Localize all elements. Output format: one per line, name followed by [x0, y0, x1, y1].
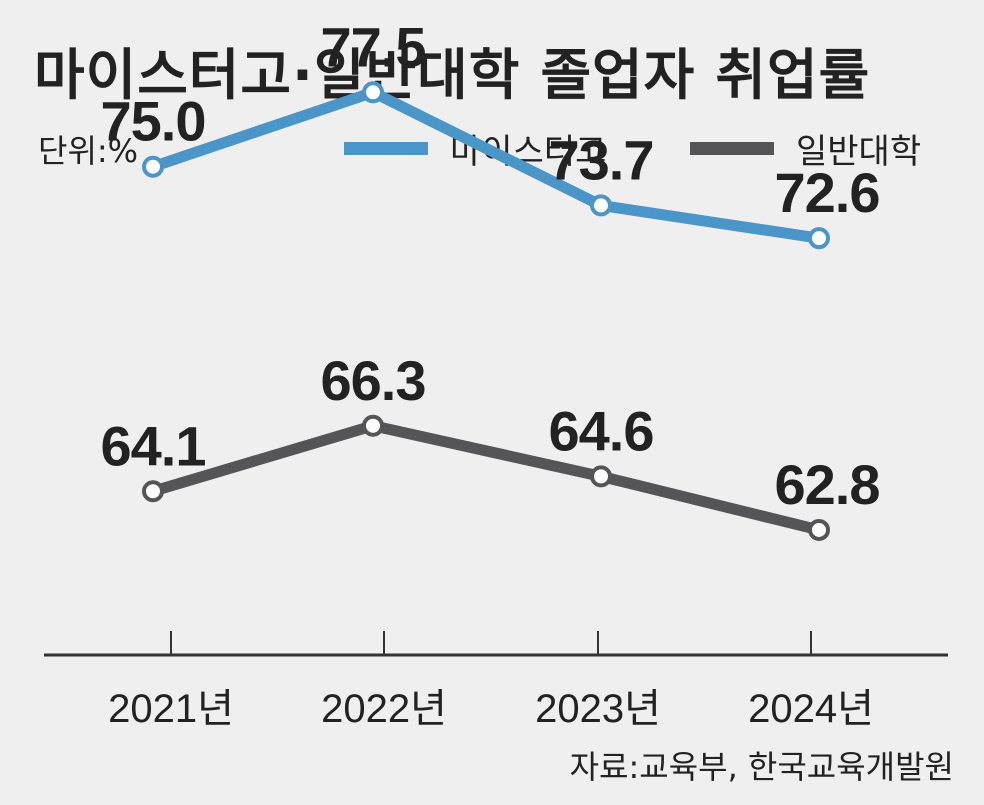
data-point: [590, 465, 612, 488]
data-label: 66.3: [321, 349, 426, 412]
legend-label-university: 일반대학: [796, 132, 922, 172]
x-tick-label: 2024년: [748, 687, 874, 731]
data-label: 72.6: [775, 161, 880, 224]
series-line-0: [147, 86, 825, 244]
data-point: [808, 518, 830, 541]
data-label: 62.8: [775, 453, 880, 516]
legend-swatch-meister: [344, 142, 428, 155]
data-point: [362, 414, 384, 437]
unit-label: 단위:%: [38, 132, 139, 170]
data-label: 64.6: [549, 399, 654, 462]
data-label: 77.5: [321, 15, 426, 78]
data-label: 75.0: [101, 90, 206, 153]
data-point: [362, 81, 384, 104]
x-tick-label: 2022년: [321, 687, 447, 731]
source-note: 자료:교육부, 한국교육개발원: [569, 748, 954, 786]
legend-item-university: 일반대학: [690, 124, 921, 173]
data-point: [142, 480, 164, 503]
series-line-1: [147, 420, 825, 536]
data-point: [590, 194, 612, 217]
data-label: 64.1: [101, 414, 206, 477]
x-tick-label: 2023년: [535, 687, 661, 731]
data-point: [142, 155, 164, 178]
x-tick-label: 2021년: [108, 687, 234, 731]
data-point: [808, 227, 830, 250]
chart-title: 마이스터고·일반대학 졸업자 취업률: [34, 43, 871, 107]
legend-swatch-university: [690, 142, 774, 155]
data-label: 73.7: [549, 128, 654, 191]
